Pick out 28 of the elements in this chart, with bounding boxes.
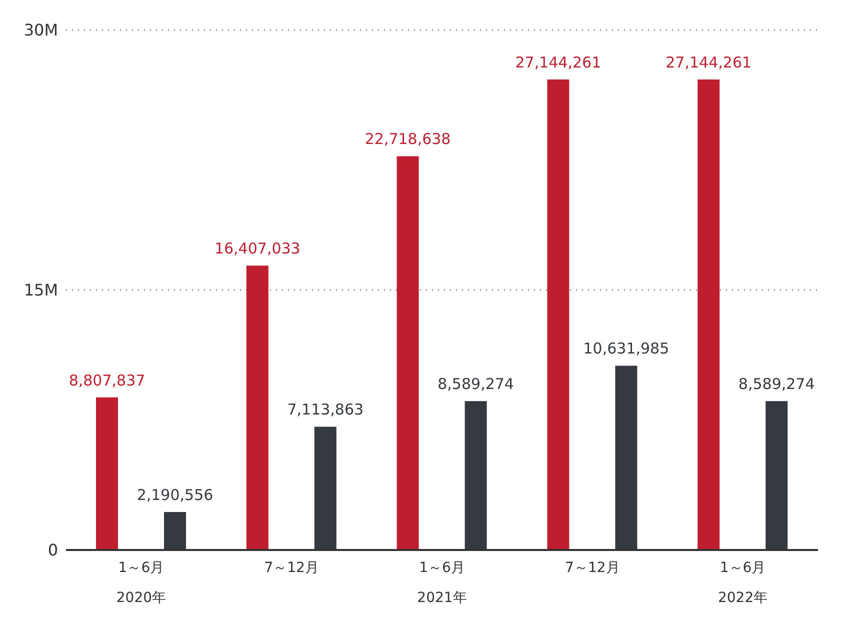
- data-label: 16,407,033: [214, 240, 300, 258]
- data-label: 27,144,261: [666, 54, 752, 72]
- bar: [698, 80, 720, 550]
- bar: [615, 366, 638, 550]
- data-label: 27,144,261: [515, 54, 602, 72]
- y-tick-label: 15M: [24, 280, 58, 300]
- data-label: 10,631,985: [583, 340, 670, 358]
- x-tick-label: 1～6月 2020年: [116, 560, 166, 606]
- y-tick-label: 30M: [24, 20, 58, 40]
- x-tick-label: 1～6月 2022年: [718, 560, 768, 606]
- bar: [464, 401, 487, 550]
- x-tick-label: 7～12月: [565, 560, 620, 576]
- data-label: 8,589,274: [438, 375, 514, 394]
- bar: [396, 156, 419, 550]
- bar: [96, 397, 118, 550]
- x-tick-label: 7～12月: [264, 560, 319, 576]
- bar: [314, 426, 336, 550]
- x-tick-label: 1～6月 2021年: [417, 560, 467, 606]
- data-label: 8,589,274: [738, 375, 815, 394]
- bar: [547, 80, 570, 550]
- y-tick-label: 0: [48, 540, 58, 560]
- bar: [766, 401, 788, 550]
- data-label: 8,807,837: [68, 371, 146, 390]
- data-label: 22,718,638: [364, 130, 451, 148]
- bar: [164, 512, 186, 550]
- data-label: 7,113,863: [287, 400, 364, 419]
- bar: [246, 266, 268, 550]
- data-label: 2,190,556: [136, 486, 214, 504]
